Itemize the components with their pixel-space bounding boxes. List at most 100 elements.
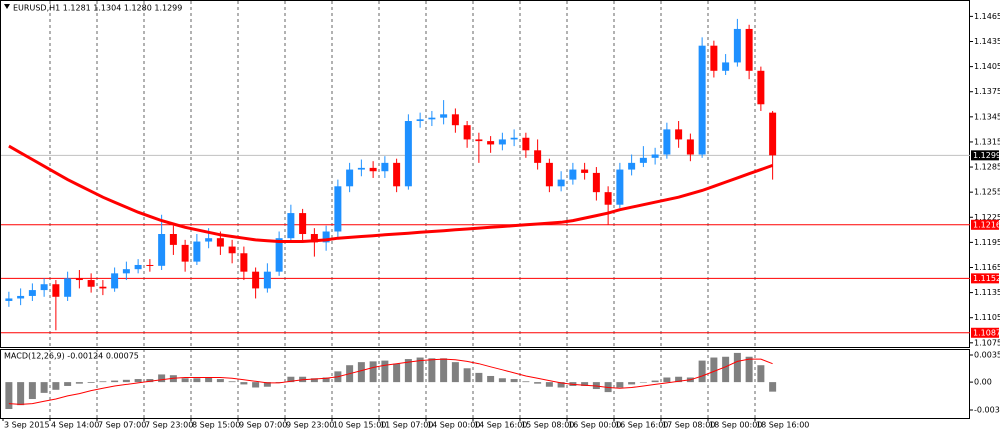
macd-bar xyxy=(757,365,765,383)
macd-bar xyxy=(158,374,166,383)
candle-body xyxy=(52,284,60,297)
x-tick-label: 18 Sep 00:00 xyxy=(709,421,762,430)
candle-body xyxy=(534,150,542,163)
y-tick-label: 1.1135 xyxy=(974,288,1000,297)
candle-body xyxy=(710,45,718,71)
candle-body xyxy=(334,186,342,232)
macd-bar xyxy=(745,356,753,383)
candle-body xyxy=(498,139,506,145)
level-label-box xyxy=(971,327,999,338)
macd-bar xyxy=(381,360,389,383)
macd-bar xyxy=(146,379,154,383)
candle-body xyxy=(310,234,318,243)
candle-body xyxy=(510,137,518,140)
macd-bar xyxy=(40,382,48,393)
candle-body xyxy=(463,125,471,140)
macd-bar xyxy=(545,382,553,387)
level-label: 1.1152 xyxy=(973,274,1000,283)
candle-body xyxy=(616,169,624,205)
candle-body xyxy=(393,162,401,187)
macd-bar xyxy=(475,372,483,383)
menu-icon[interactable] xyxy=(4,4,10,9)
macd-bar xyxy=(416,357,424,383)
candle-body xyxy=(475,139,483,142)
macd-bar xyxy=(99,381,107,383)
y-tick-label: 0.00 xyxy=(974,378,992,387)
y-tick-label: 1.1375 xyxy=(974,87,1000,96)
macd-bar xyxy=(17,382,25,406)
macd-bar xyxy=(181,378,189,383)
macd-bar xyxy=(733,352,741,383)
candle-body xyxy=(169,234,177,245)
candle-body xyxy=(64,278,72,297)
x-tick-label: 11 Sep 07:00 xyxy=(380,421,433,430)
candle-body xyxy=(581,169,589,173)
candle-body xyxy=(369,167,377,172)
macd-bar xyxy=(357,362,365,383)
macd-bar xyxy=(710,357,718,383)
candle-body xyxy=(357,167,365,170)
macd-bar xyxy=(322,377,330,383)
moving-average xyxy=(8,144,774,243)
macd-bar xyxy=(404,359,412,383)
candle-body xyxy=(240,253,248,272)
macd-bar xyxy=(193,378,201,383)
candle-body xyxy=(663,129,671,155)
x-tick-label: 9 Sep 07:00 xyxy=(239,421,287,430)
x-tick-label: 9 Sep 23:00 xyxy=(286,421,334,430)
macd-bar xyxy=(28,382,36,400)
x-tick-label: 8 Sep 15:00 xyxy=(192,421,240,430)
macd-bar xyxy=(263,382,271,387)
x-tick-label: 17 Sep 08:00 xyxy=(662,421,715,430)
macd-bar xyxy=(616,382,624,388)
macd-bar xyxy=(428,358,436,383)
candle-body xyxy=(346,169,354,187)
macd-bar xyxy=(522,381,530,383)
candle-body xyxy=(111,273,119,289)
macd-bar xyxy=(134,379,142,383)
macd-bar xyxy=(675,376,683,383)
candle-body xyxy=(522,137,530,151)
candle-body xyxy=(757,70,765,105)
candle-body xyxy=(299,213,307,235)
candle-body xyxy=(381,162,389,172)
macd-bar xyxy=(87,382,95,383)
candle-body xyxy=(604,192,612,205)
candle-body xyxy=(87,280,95,287)
macd-bar xyxy=(557,382,565,388)
candle-body xyxy=(17,295,25,299)
candle-body xyxy=(592,172,600,193)
y-tick-label: 1.1405 xyxy=(974,62,1000,71)
candle-body xyxy=(428,117,436,120)
x-tick-label: 7 Sep 23:00 xyxy=(145,421,193,430)
candle-body xyxy=(205,238,213,242)
macd-bar xyxy=(275,382,283,383)
macd-bar xyxy=(451,362,459,383)
macd-bar xyxy=(52,382,60,390)
macd-bar xyxy=(628,382,636,385)
candle-body xyxy=(122,269,130,274)
level-label-box xyxy=(971,219,999,230)
level-label: 1.1216 xyxy=(973,220,1000,229)
y-tick-label: 1.1315 xyxy=(974,137,1000,146)
candle-body xyxy=(287,213,295,239)
x-tick-label: 3 Sep 2015 xyxy=(4,421,50,430)
macd-bar xyxy=(534,382,542,384)
macd-bar xyxy=(498,378,506,383)
y-tick-label: 1.1435 xyxy=(974,37,1000,46)
level-label: 1.1087 xyxy=(973,328,1000,337)
candle-body xyxy=(181,244,189,262)
candle-body xyxy=(193,241,201,262)
candle-body xyxy=(252,271,260,289)
y-tick-label: 1.1255 xyxy=(974,188,1000,197)
candle-body xyxy=(416,119,424,122)
candle-body xyxy=(134,264,142,270)
candle-body xyxy=(628,162,636,170)
candle-body xyxy=(639,157,647,163)
macd-bar xyxy=(287,376,295,383)
y-tick-label: 1.1105 xyxy=(974,313,1000,322)
y-tick-label: 1.1165 xyxy=(974,263,1000,272)
candle-body xyxy=(722,62,730,71)
y-tick-label: 1.1225 xyxy=(974,213,1000,222)
